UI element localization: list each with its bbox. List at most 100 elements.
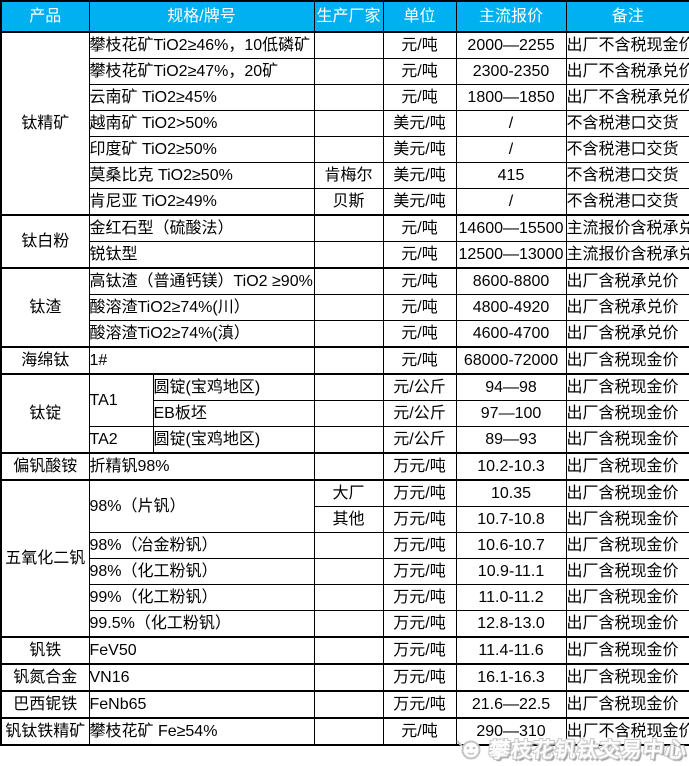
- spec-cell: 圆锭(宝鸡地区): [152, 426, 315, 454]
- price-cell: 16.1-16.3: [455, 663, 567, 692]
- product-cell: 钛白粉: [0, 214, 90, 269]
- manufacturer-cell: [313, 584, 384, 611]
- price-cell: 89—93: [455, 426, 567, 454]
- manufacturer-cell: [313, 241, 384, 269]
- spec-cell: 酸溶渣TiO2≥74%(滇）: [88, 320, 315, 348]
- unit-cell: 万元/吨: [382, 690, 457, 719]
- unit-cell: 元/吨: [382, 58, 457, 85]
- manufacturer-cell: [313, 663, 384, 692]
- price-cell: 11.4-11.6: [455, 636, 567, 665]
- spec-cell: FeNb65: [88, 690, 315, 719]
- manufacturer-cell: 肯梅尔: [313, 162, 384, 189]
- price-cell: 10.2-10.3: [455, 452, 567, 481]
- spec-cell: EB板坯: [152, 400, 315, 427]
- spec-cell: 99%（化工粉钒）: [88, 584, 315, 611]
- product-cell: 钛精矿: [0, 31, 90, 216]
- price-table: 产品 规格/牌号 生产厂家 单位 主流报价 备注 钛精矿 攀枝花矿TiO2≥46…: [0, 0, 689, 746]
- manufacturer-cell: [313, 400, 384, 427]
- unit-cell: 元/吨: [382, 294, 457, 321]
- note-cell: 出厂含税承兑价: [565, 294, 689, 321]
- manufacturer-cell: 其他: [313, 506, 384, 533]
- table-header: 产品 规格/牌号 生产厂家 单位 主流报价 备注: [0, 0, 689, 33]
- spec-cell: 98%（片钒）: [88, 479, 315, 533]
- unit-cell: 万元/吨: [382, 479, 457, 507]
- manufacturer-cell: [313, 373, 384, 401]
- table-row: 肯尼亚 TiO2≥49% 贝斯 美元/吨 / 不含税港口交货: [1, 188, 689, 216]
- spec-cell: 酸溶渣TiO2≥74%(川）: [88, 294, 315, 321]
- manufacturer-cell: [313, 346, 384, 375]
- price-cell: /: [455, 136, 567, 163]
- note-cell: 主流报价含税承兑: [565, 214, 689, 242]
- unit-cell: 万元/吨: [382, 636, 457, 665]
- spec-cell: 印度矿 TiO2≥50%: [88, 136, 315, 163]
- header-note: 备注: [565, 0, 689, 33]
- manufacturer-cell: [313, 690, 384, 719]
- trade-center-logo-icon: [456, 740, 481, 760]
- note-cell: 出厂含税现金价: [565, 584, 689, 611]
- manufacturer-cell: [313, 452, 384, 481]
- unit-cell: 万元/吨: [382, 452, 457, 481]
- note-cell: 出厂含税现金价: [565, 346, 689, 375]
- product-cell: 钛渣: [0, 267, 90, 348]
- table-row: 莫桑比克 TiO2≥50% 肯梅尔 美元/吨 415 不含税港口交货: [1, 162, 689, 189]
- note-cell: 出厂含税现金价: [565, 532, 689, 559]
- table-row: 酸溶渣TiO2≥74%(川） 元/吨 4800-4920 出厂含税承兑价: [1, 294, 689, 321]
- spec-cell: 98%（冶金粉钒）: [88, 532, 315, 559]
- spec-cell: 折精钒98%: [88, 452, 315, 481]
- note-cell: 出厂不含税现金价: [565, 31, 689, 59]
- note-cell: 出厂含税承兑价: [565, 320, 689, 348]
- product-cell: 钒钛铁精矿: [0, 717, 90, 746]
- price-cell: 14600—15500: [455, 214, 567, 242]
- spec-cell: 锐钛型: [88, 241, 315, 269]
- header-price: 主流报价: [455, 0, 567, 33]
- note-cell: 出厂含税现金价: [565, 479, 689, 507]
- manufacturer-cell: [313, 636, 384, 665]
- table-row: 钛白粉 金红石型（硫酸法） 元/吨 14600—15500 主流报价含税承兑: [0, 214, 689, 269]
- table-row: 98%（化工粉钒） 万元/吨 10.9-11.1 出厂含税现金价: [1, 558, 689, 585]
- table-row: 偏钒酸铵 折精钒98% 万元/吨 10.2-10.3 出厂含税现金价: [0, 452, 689, 481]
- manufacturer-cell: [313, 294, 384, 321]
- price-cell: 12.8-13.0: [455, 610, 567, 638]
- spec-cell: 肯尼亚 TiO2≥49%: [88, 188, 315, 216]
- product-cell: 钒氮合金: [0, 663, 90, 692]
- note-cell: 不含税港口交货: [565, 188, 689, 216]
- note-cell: 出厂含税现金价: [565, 610, 689, 638]
- table-row: 攀枝花矿TiO2≥47%，20矿 元/吨 2300-2350 出厂不含税承兑价: [1, 58, 689, 85]
- spec-cell: 攀枝花矿TiO2≥47%，20矿: [88, 58, 315, 85]
- note-cell: 出厂含税现金价: [565, 636, 689, 665]
- unit-cell: 美元/吨: [382, 110, 457, 137]
- product-cell: 钒铁: [0, 636, 90, 665]
- spec-cell: 莫桑比克 TiO2≥50%: [88, 162, 315, 189]
- table-row: 酸溶渣TiO2≥74%(滇） 元/吨 4600-4700 出厂含税承兑价: [1, 320, 689, 348]
- unit-cell: 万元/吨: [382, 663, 457, 692]
- table-row: 99%（化工粉钒） 万元/吨 11.0-11.2 出厂含税现金价: [1, 584, 689, 611]
- spec-cell: 攀枝花矿 Fe≥54%: [88, 717, 315, 746]
- price-cell: /: [455, 110, 567, 137]
- note-cell: 出厂含税现金价: [565, 400, 689, 427]
- note-cell: 不含税港口交货: [565, 110, 689, 137]
- note-cell: 出厂含税现金价: [565, 690, 689, 719]
- unit-cell: 元/公斤: [382, 426, 457, 454]
- product-cell: 巴西铌铁: [0, 690, 90, 719]
- unit-cell: 美元/吨: [382, 162, 457, 189]
- price-cell: 94—98: [455, 373, 567, 401]
- note-cell: 不含税港口交货: [565, 136, 689, 163]
- unit-cell: 万元/吨: [382, 532, 457, 559]
- manufacturer-cell: [313, 717, 384, 746]
- price-cell: 2000—2255: [455, 31, 567, 59]
- table-row: 海绵钛 1# 元/吨 68000-72000 出厂含税现金价: [0, 346, 689, 375]
- table-row: 钒铁 FeV50 万元/吨 11.4-11.6 出厂含税现金价: [0, 636, 689, 665]
- unit-cell: 元/吨: [382, 346, 457, 375]
- note-cell: 出厂不含税现金价: [565, 717, 689, 746]
- spec-cell: 99.5%（化工粉钒）: [88, 610, 315, 638]
- unit-cell: 元/吨: [382, 320, 457, 348]
- header-product: 产品: [0, 0, 90, 33]
- price-cell: 8600-8800: [455, 267, 567, 295]
- unit-cell: 元/吨: [382, 84, 457, 111]
- manufacturer-cell: [313, 558, 384, 585]
- price-cell: 12500—13000: [455, 241, 567, 269]
- table-row: 钛锭 TA1 圆锭(宝鸡地区) 元/公斤 94—98 出厂含税现金价: [0, 373, 689, 454]
- product-cell: 钛锭: [0, 373, 90, 454]
- unit-cell: 元/公斤: [382, 400, 457, 427]
